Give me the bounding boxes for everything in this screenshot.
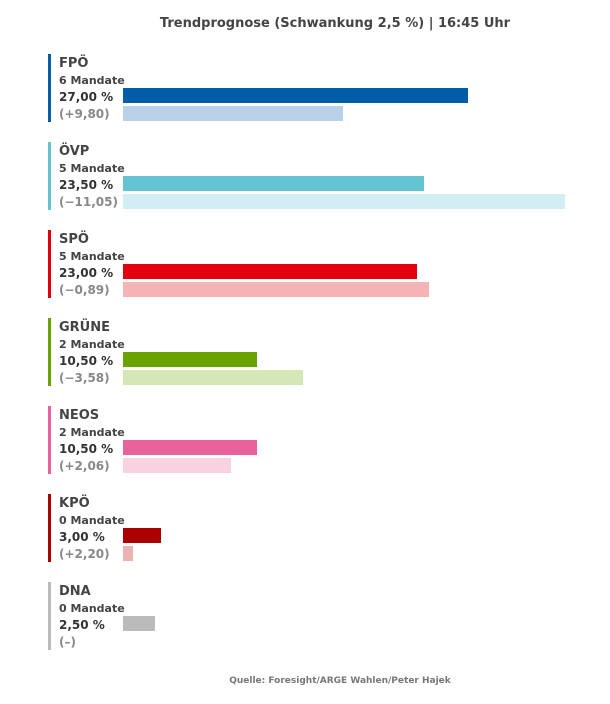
bar-previous — [123, 370, 303, 385]
bar-current — [123, 440, 257, 455]
party-row: NEOS 2 Mandate 10,50 % (+2,06) — [48, 406, 588, 474]
bar-previous — [123, 546, 133, 561]
bar-current — [123, 176, 424, 191]
party-mandates: 5 Mandate — [59, 250, 125, 263]
party-change: (+2,06) — [59, 459, 110, 473]
bar-current — [123, 616, 155, 631]
bar-previous — [123, 282, 429, 297]
bar-previous — [123, 458, 231, 473]
party-row: FPÖ 6 Mandate 27,00 % (+9,80) — [48, 54, 588, 122]
bar-current — [123, 88, 468, 103]
party-percent: 23,00 % — [59, 266, 114, 280]
party-row: GRÜNE 2 Mandate 10,50 % (−3,58) — [48, 318, 588, 386]
party-row: KPÖ 0 Mandate 3,00 % (+2,20) — [48, 494, 588, 562]
party-name: KPÖ — [59, 496, 90, 511]
party-name: NEOS — [59, 408, 100, 423]
party-mandates: 0 Mandate — [59, 602, 125, 615]
party-color-stripe — [48, 406, 51, 474]
party-row: ÖVP 5 Mandate 23,50 % (−11,05) — [48, 142, 588, 210]
bar-previous — [123, 106, 343, 121]
party-mandates: 0 Mandate — [59, 514, 125, 527]
party-change: (+2,20) — [59, 547, 110, 561]
bar-current — [123, 352, 257, 367]
party-color-stripe — [48, 494, 51, 562]
party-row: DNA 0 Mandate 2,50 % (–) — [48, 582, 588, 650]
party-change: (−0,89) — [59, 283, 110, 297]
party-percent: 3,00 % — [59, 530, 105, 544]
party-color-stripe — [48, 142, 51, 210]
party-mandates: 6 Mandate — [59, 74, 125, 87]
party-percent: 27,00 % — [59, 90, 114, 104]
party-mandates: 2 Mandate — [59, 426, 125, 439]
bar-current — [123, 528, 161, 543]
party-name: DNA — [59, 584, 91, 599]
party-percent: 10,50 % — [59, 354, 114, 368]
chart-title: Trendprognose (Schwankung 2,5 %) | 16:45… — [159, 16, 511, 31]
party-percent: 2,50 % — [59, 618, 105, 632]
party-color-stripe — [48, 54, 51, 122]
party-name: ÖVP — [59, 144, 90, 159]
party-color-stripe — [48, 318, 51, 386]
party-percent: 10,50 % — [59, 442, 114, 456]
bar-previous — [123, 194, 565, 209]
party-row: SPÖ 5 Mandate 23,00 % (−0,89) — [48, 230, 588, 298]
source-note: Quelle: Foresight/ARGE Wahlen/Peter Haje… — [229, 676, 451, 686]
party-mandates: 5 Mandate — [59, 162, 125, 175]
party-change: (−11,05) — [59, 195, 118, 209]
party-color-stripe — [48, 230, 51, 298]
party-change: (–) — [59, 635, 76, 649]
bar-current — [123, 264, 417, 279]
party-color-stripe — [48, 582, 51, 650]
party-name: GRÜNE — [59, 320, 110, 335]
party-change: (+9,80) — [59, 107, 110, 121]
party-mandates: 2 Mandate — [59, 338, 125, 351]
party-change: (−3,58) — [59, 371, 110, 385]
party-name: FPÖ — [59, 56, 89, 71]
party-percent: 23,50 % — [59, 178, 114, 192]
party-name: SPÖ — [59, 232, 89, 247]
